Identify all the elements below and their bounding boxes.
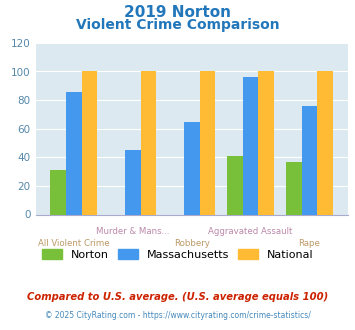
- Bar: [125, 150, 141, 214]
- Bar: [302, 106, 317, 214]
- Bar: [184, 121, 200, 214]
- Text: All Violent Crime: All Violent Crime: [38, 239, 110, 248]
- Bar: [243, 77, 258, 214]
- Text: Aggravated Assault: Aggravated Assault: [208, 227, 293, 236]
- Bar: [227, 156, 243, 214]
- Bar: [317, 72, 333, 214]
- Bar: [286, 162, 302, 214]
- Text: Compared to U.S. average. (U.S. average equals 100): Compared to U.S. average. (U.S. average …: [27, 292, 328, 302]
- Text: Robbery: Robbery: [174, 239, 210, 248]
- Text: Murder & Mans...: Murder & Mans...: [96, 227, 170, 236]
- Text: Rape: Rape: [299, 239, 321, 248]
- Text: © 2025 CityRating.com - https://www.cityrating.com/crime-statistics/: © 2025 CityRating.com - https://www.city…: [45, 311, 310, 320]
- Bar: [66, 91, 82, 214]
- Bar: [200, 72, 215, 214]
- Legend: Norton, Massachusetts, National: Norton, Massachusetts, National: [42, 249, 313, 260]
- Bar: [141, 72, 156, 214]
- Text: 2019 Norton: 2019 Norton: [124, 5, 231, 20]
- Bar: [82, 72, 97, 214]
- Bar: [50, 170, 66, 214]
- Bar: [258, 72, 274, 214]
- Text: Violent Crime Comparison: Violent Crime Comparison: [76, 18, 279, 32]
